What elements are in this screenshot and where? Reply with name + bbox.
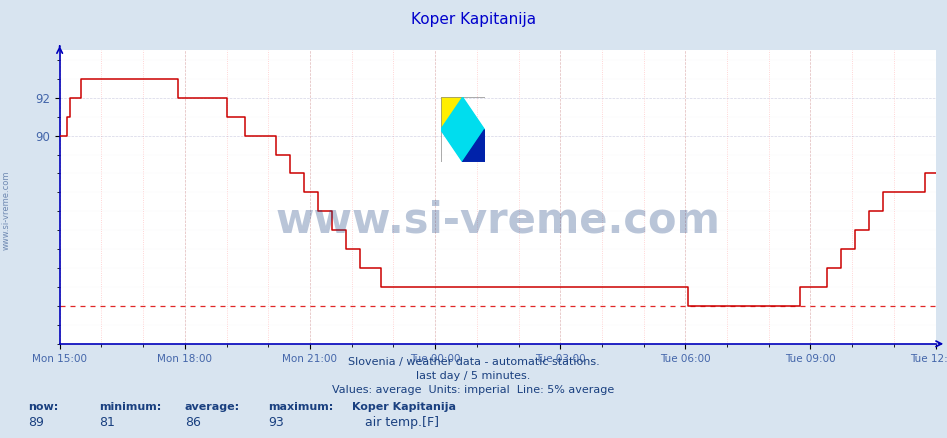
Text: Koper Kapitanija: Koper Kapitanija: [352, 403, 456, 413]
Polygon shape: [440, 97, 462, 130]
Text: maximum:: maximum:: [268, 403, 333, 413]
Polygon shape: [462, 130, 485, 162]
Text: last day / 5 minutes.: last day / 5 minutes.: [417, 371, 530, 381]
Text: air temp.[F]: air temp.[F]: [365, 416, 438, 429]
Text: average:: average:: [185, 403, 240, 413]
Text: Slovenia / weather data - automatic stations.: Slovenia / weather data - automatic stat…: [348, 357, 599, 367]
Text: minimum:: minimum:: [99, 403, 162, 413]
Text: www.si-vreme.com: www.si-vreme.com: [2, 170, 11, 250]
Text: 93: 93: [268, 416, 284, 429]
Polygon shape: [440, 97, 485, 162]
Text: 81: 81: [99, 416, 116, 429]
Text: 86: 86: [185, 416, 201, 429]
Text: now:: now:: [28, 403, 59, 413]
Text: 89: 89: [28, 416, 45, 429]
Text: Koper Kapitanija: Koper Kapitanija: [411, 12, 536, 27]
Text: Values: average  Units: imperial  Line: 5% average: Values: average Units: imperial Line: 5%…: [332, 385, 615, 395]
Text: www.si-vreme.com: www.si-vreme.com: [276, 200, 720, 242]
